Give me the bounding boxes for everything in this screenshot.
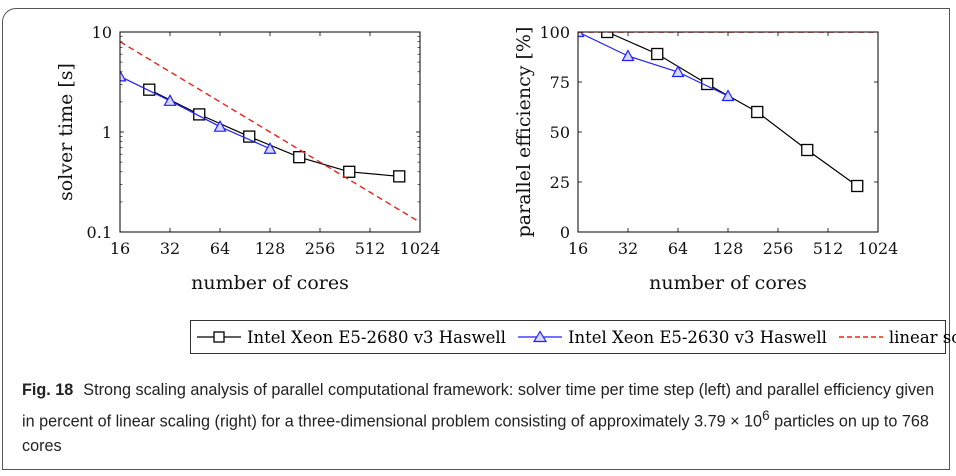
- data-point-intel-xeon-e5-2680-v3-haswell: [143, 83, 156, 96]
- data-point-intel-xeon-e5-2680-v3-haswell: [343, 165, 356, 178]
- data-point-intel-xeon-e5-2630-v3-haswell: [213, 119, 227, 132]
- data-point-intel-xeon-e5-2680-v3-haswell: [243, 130, 256, 143]
- data-point-intel-xeon-e5-2630-v3-haswell: [263, 142, 277, 154]
- series-line-intel-xeon-e5-2680-v3-haswell: [607, 32, 858, 187]
- legend-item-linear: linear scaling: [837, 328, 956, 347]
- data-point-intel-xeon-e5-2680-v3-haswell: [851, 179, 864, 193]
- x-tick-label: 64: [668, 239, 688, 258]
- legend-item-e5-2680: Intel Xeon E5-2680 v3 Haswell: [195, 328, 506, 347]
- caption-text: Strong scaling analysis of parallel comp…: [22, 381, 935, 431]
- x-tick-label: 16: [568, 239, 588, 258]
- figure-frame: [2, 8, 950, 470]
- legend-marker-dash: [838, 336, 883, 338]
- y-tick-label: 75: [550, 73, 570, 92]
- data-point-intel-xeon-e5-2630-v3-haswell: [721, 89, 735, 102]
- solver-time-chart: 16 32 64 128 256 512 1024 0.1 1 10 number of cores…: [55, 23, 441, 294]
- data-point-intel-xeon-e5-2630-v3-haswell: [578, 32, 585, 38]
- data-point-intel-xeon-e5-2630-v3-haswell: [120, 69, 127, 82]
- data-point-intel-xeon-e5-2680-v3-haswell: [651, 47, 664, 61]
- series-line-intel-xeon-e5-2680-v3-haswell: [148, 89, 400, 177]
- axes-frame: [577, 31, 879, 233]
- axes-frame: [119, 31, 421, 233]
- x-tick-label: 64: [210, 239, 230, 258]
- x-tick-label: 256: [305, 239, 336, 258]
- legend-label-e5-2630: Intel Xeon E5-2630 v3 Haswell: [567, 327, 827, 347]
- data-point-intel-xeon-e5-2630-v3-haswell: [163, 94, 177, 106]
- data-point-intel-xeon-e5-2630-v3-haswell: [671, 65, 685, 78]
- y-tick-label: 25: [550, 173, 570, 192]
- caption-text-end: particles on up to 768 cores: [22, 412, 929, 456]
- data-point-intel-xeon-e5-2680-v3-haswell: [393, 170, 406, 183]
- data-point-intel-xeon-e5-2680-v3-haswell: [193, 108, 206, 121]
- parallel-efficiency-chart: 16 32 64 128 256 512 1024 0 25 50 75 100 number of c…: [513, 23, 899, 294]
- x-tick-label: 128: [255, 239, 286, 258]
- x-tick-label: 128: [713, 239, 744, 258]
- legend-label-e5-2680: Intel Xeon E5-2680 v3 Haswell: [247, 327, 506, 347]
- legend-marker-triangle: [517, 330, 562, 343]
- caption-exponent: 6: [762, 408, 770, 423]
- legend-label-linear: linear scaling: [888, 327, 956, 347]
- y-tick-label: 1: [102, 123, 112, 142]
- y-tick-label: 50: [550, 123, 570, 142]
- figure-caption: Fig. 18 Strong scaling analysis of parall…: [22, 378, 942, 459]
- y-axis-label: solver time [s]: [55, 63, 77, 201]
- plot-area: [120, 41, 420, 223]
- x-tick-label: 512: [355, 239, 386, 258]
- x-tick-label: 32: [160, 239, 180, 258]
- data-point-intel-xeon-e5-2680-v3-haswell: [801, 143, 814, 157]
- x-tick-label: 32: [618, 239, 638, 258]
- legend-item-e5-2630: Intel Xeon E5-2630 v3 Haswell: [516, 328, 827, 347]
- data-point-intel-xeon-e5-2630-v3-haswell: [621, 49, 635, 62]
- y-axis-label: parallel efficiency [%]: [513, 27, 535, 238]
- legend-marker-square: [197, 331, 241, 343]
- x-axis-label: number of cores: [191, 272, 349, 294]
- plot-area: [578, 32, 878, 193]
- data-point-intel-xeon-e5-2680-v3-haswell: [601, 32, 614, 39]
- x-tick-label: 1024: [400, 239, 441, 258]
- y-tick-label: 100: [539, 23, 570, 42]
- data-point-intel-xeon-e5-2680-v3-haswell: [293, 151, 306, 164]
- chart-legend: Intel Xeon E5-2680 v3 Haswell Intel Xeon…: [190, 320, 956, 354]
- data-point-intel-xeon-e5-2680-v3-haswell: [751, 105, 764, 119]
- series-line-intel-xeon-e5-2630-v3-haswell: [120, 75, 271, 150]
- x-tick-label: 512: [813, 239, 844, 258]
- series-line-linear-scaling: [120, 41, 420, 223]
- figure-label: Fig. 18: [22, 381, 74, 399]
- x-tick-label: 256: [763, 239, 794, 258]
- y-tick-label: 10: [92, 23, 112, 42]
- series-line-intel-xeon-e5-2630-v3-haswell: [578, 32, 729, 97]
- x-axis-label: number of cores: [649, 272, 807, 294]
- x-tick-label: 1024: [858, 239, 899, 258]
- y-tick-label: 0.1: [87, 223, 112, 242]
- y-tick-label: 0: [560, 223, 570, 242]
- x-tick-label: 16: [110, 239, 130, 258]
